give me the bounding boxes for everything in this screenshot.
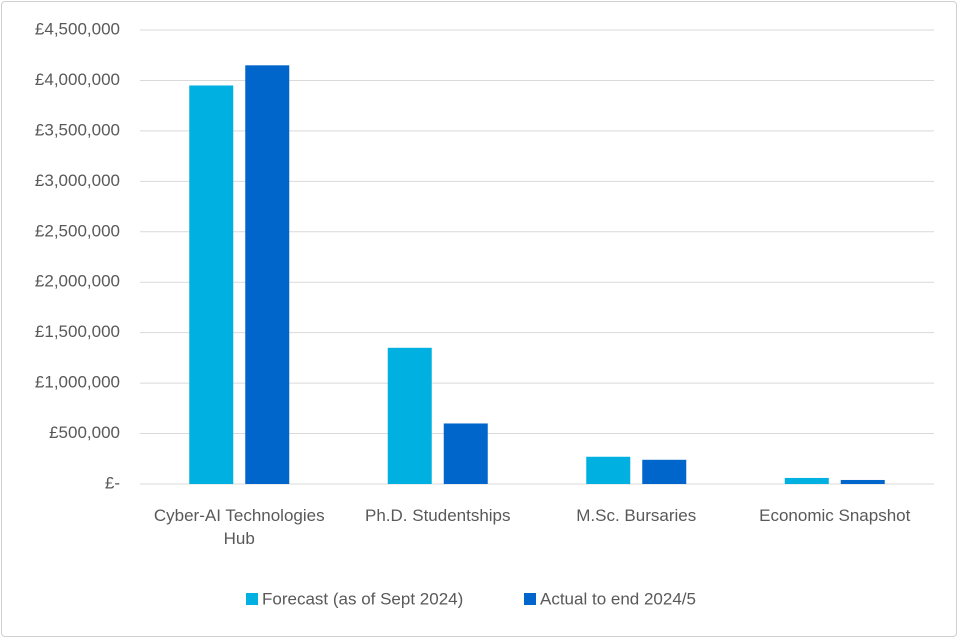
x-tick-label: Ph.D. Studentships	[364, 506, 511, 525]
legend-swatch	[246, 593, 258, 605]
x-tick-label: M.Sc. Bursaries	[576, 506, 697, 525]
y-tick-label: £1,500,000	[35, 322, 120, 341]
y-tick-label: £2,000,000	[35, 272, 120, 291]
bar	[245, 65, 290, 485]
bar	[387, 347, 432, 484]
y-tick-label: £4,000,000	[35, 70, 120, 89]
y-tick-label: £500,000	[49, 423, 120, 442]
legend-label: Actual to end 2024/5	[540, 589, 696, 608]
bar	[840, 479, 885, 484]
y-tick-label: £1,000,000	[35, 373, 120, 392]
bar	[443, 423, 488, 484]
legend-label: Forecast (as of Sept 2024)	[262, 589, 463, 608]
y-tick-label: £-	[105, 473, 120, 492]
y-tick-label: £3,500,000	[35, 120, 120, 139]
bar	[784, 477, 829, 484]
x-tick-label: Cyber-AI Technologies Hub	[153, 506, 325, 548]
y-tick-label: £2,500,000	[35, 221, 120, 240]
bar	[642, 459, 687, 484]
y-tick-label: £4,500,000	[35, 19, 120, 38]
legend-swatch	[524, 593, 536, 605]
x-tick-label: Economic Snapshot	[759, 506, 911, 525]
y-tick-label: £3,000,000	[35, 171, 120, 190]
bar	[189, 85, 234, 484]
bar	[586, 456, 631, 484]
